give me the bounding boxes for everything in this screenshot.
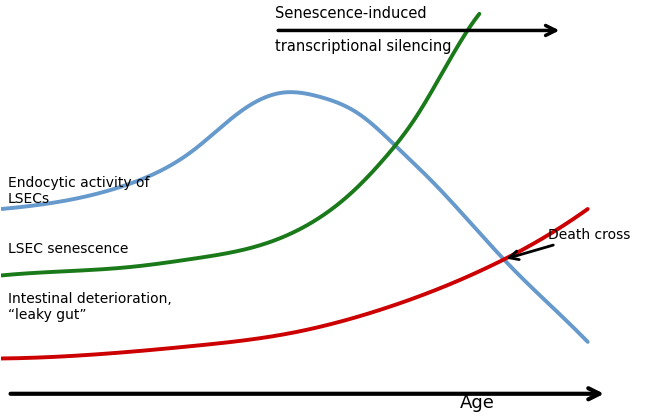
Text: Senescence-induced: Senescence-induced xyxy=(275,5,427,20)
Text: transcriptional silencing: transcriptional silencing xyxy=(275,39,452,54)
Text: Age: Age xyxy=(460,395,495,413)
Text: LSEC senescence: LSEC senescence xyxy=(8,242,128,256)
Text: Endocytic activity of
LSECs: Endocytic activity of LSECs xyxy=(8,176,149,206)
Text: Intestinal deterioration,
“leaky gut”: Intestinal deterioration, “leaky gut” xyxy=(8,292,171,322)
Text: Death cross: Death cross xyxy=(510,227,631,260)
